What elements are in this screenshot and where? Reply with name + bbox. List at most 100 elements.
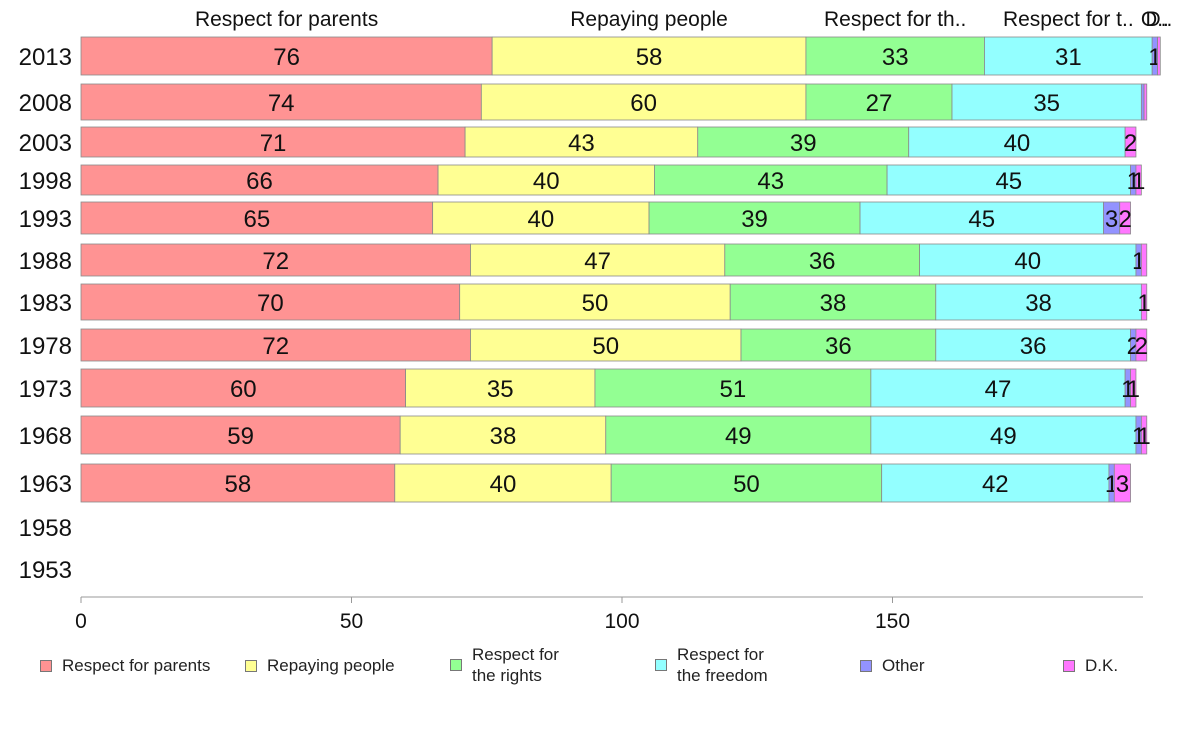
- bar-1988-series-0: [80, 243, 471, 277]
- bar-2008-series-0: [80, 83, 482, 121]
- category-label-1973: 1973: [19, 376, 72, 403]
- data-label-1993-series-5: 2: [1118, 206, 1131, 233]
- data-label-1988-series-2: 36: [809, 248, 836, 275]
- bar-1978-series-5: [1135, 328, 1148, 362]
- data-label-1983-series-2: 38: [820, 290, 847, 317]
- bar-1998-series-5: [1135, 164, 1142, 196]
- bar-1988-series-2: [724, 243, 920, 277]
- bar-2008-series-1: [480, 83, 807, 121]
- x-tick-label-50: 50: [340, 610, 363, 633]
- legend-swatch-5: [1063, 659, 1075, 672]
- data-label-1998-series-2: 43: [757, 168, 784, 195]
- bar-1963-series-5: [1113, 463, 1131, 503]
- data-label-1968-series-3: 49: [990, 423, 1017, 450]
- bar-2003-series-2: [697, 126, 910, 158]
- legend: Respect for parents Repaying people Respec…: [0, 640, 1188, 700]
- data-label-1988-series-3: 40: [1014, 248, 1041, 275]
- legend-item-5: D.K.: [1063, 655, 1118, 676]
- data-label-1968-series-1: 38: [490, 423, 517, 450]
- data-label-2003-series-2: 39: [790, 130, 817, 157]
- bar-2003-series-0: [80, 126, 466, 158]
- legend-label-0: Respect for parents: [62, 656, 211, 675]
- data-label-1998-series-0: 66: [246, 168, 273, 195]
- series-header-1: Repaying people: [570, 8, 728, 31]
- data-label-1993-series-3: 45: [968, 206, 995, 233]
- bar-2008-series-4: [1140, 83, 1145, 121]
- category-label-2013: 2013: [19, 44, 72, 71]
- bar-1983-series-3: [935, 283, 1142, 321]
- category-label-2003: 2003: [19, 130, 72, 157]
- data-label-2008-series-0: 74: [268, 90, 295, 117]
- data-label-2013-series-3: 31: [1055, 44, 1082, 71]
- data-label-1993-series-2: 39: [741, 206, 768, 233]
- category-label-1978: 1978: [19, 333, 72, 360]
- data-label-1968-series-2: 49: [725, 423, 752, 450]
- category-label-1993: 1993: [19, 206, 72, 233]
- legend-swatch-4: [860, 659, 872, 672]
- legend-label-5: D.K.: [1085, 656, 1119, 675]
- bar-1998-series-2: [654, 164, 888, 196]
- series-header-0: Respect for parents: [195, 8, 378, 31]
- bar-1988-series-5: [1140, 243, 1148, 277]
- bar-1983-series-5: [1140, 283, 1148, 321]
- data-label-1978-series-0: 72: [262, 333, 289, 360]
- bar-1973-series-1: [405, 368, 596, 408]
- bar-1973-series-0: [80, 368, 407, 408]
- bar-2003-series-5: [1124, 126, 1137, 158]
- bar-1983-series-2: [729, 283, 937, 321]
- bar-1968-series-3: [870, 415, 1137, 455]
- legend-label-3: Respect for the freedom: [677, 645, 768, 685]
- data-label-1968-series-5: 1: [1137, 423, 1150, 450]
- bar-1968-series-5: [1140, 415, 1148, 455]
- bar-1978-series-3: [935, 328, 1131, 362]
- bar-1973-series-3: [870, 368, 1126, 408]
- data-label-1998-series-3: 45: [995, 168, 1022, 195]
- bar-2008-series-2: [805, 83, 953, 121]
- data-label-1968-series-0: 59: [227, 423, 254, 450]
- legend-item-1: Repaying people: [245, 655, 395, 676]
- data-label-2013-series-0: 76: [273, 44, 300, 71]
- legend-swatch-0: [40, 659, 52, 672]
- series-header-5: D..: [1146, 8, 1173, 31]
- bar-1963-series-2: [610, 463, 883, 503]
- bar-1963-series-3: [881, 463, 1110, 503]
- category-label-1988: 1988: [19, 248, 72, 275]
- bar-1993-series-0: [80, 201, 434, 235]
- bar-1993-series-3: [859, 201, 1104, 235]
- data-label-1963-series-2: 50: [733, 471, 760, 498]
- data-label-1978-series-2: 36: [825, 333, 852, 360]
- data-label-1973-series-0: 60: [230, 376, 257, 403]
- legend-swatch-1: [245, 659, 257, 672]
- data-label-1978-series-1: 50: [592, 333, 619, 360]
- category-label-1963: 1963: [19, 471, 72, 498]
- category-label-1968: 1968: [19, 423, 72, 450]
- legend-item-4: Other: [860, 655, 925, 676]
- bar-1973-series-2: [594, 368, 872, 408]
- data-label-1993-series-4: 3: [1105, 206, 1118, 233]
- data-label-1983-series-1: 50: [582, 290, 609, 317]
- data-label-2003-series-5: 2: [1124, 130, 1137, 157]
- legend-item-0: Respect for parents: [40, 655, 210, 676]
- data-label-2008-series-3: 35: [1033, 90, 1060, 117]
- category-label-1998: 1998: [19, 168, 72, 195]
- series-header-4: O..: [1141, 8, 1169, 31]
- bar-1963-series-1: [394, 463, 612, 503]
- data-label-1973-series-5: 1: [1127, 376, 1140, 403]
- data-label-1983-series-0: 70: [257, 290, 284, 317]
- category-label-1983: 1983: [19, 290, 72, 317]
- data-label-2003-series-0: 71: [260, 130, 287, 157]
- bar-1978-series-1: [470, 328, 742, 362]
- bar-1973-series-5: [1130, 368, 1137, 408]
- bar-2008-series-5: [1143, 83, 1148, 121]
- legend-swatch-3: [655, 659, 667, 671]
- data-label-2008-series-2: 27: [866, 90, 893, 117]
- data-label-1973-series-3: 47: [985, 376, 1012, 403]
- bar-1978-series-2: [740, 328, 937, 362]
- x-tick-label-0: 0: [75, 610, 87, 633]
- legend-item-3: Respect for the freedom: [655, 644, 768, 686]
- series-header-3: Respect for t..: [1003, 8, 1134, 31]
- data-label-1973-series-1: 35: [487, 376, 514, 403]
- bar-2013-series-5: [1157, 36, 1161, 76]
- x-tick-label-150: 150: [875, 610, 910, 633]
- data-label-1963-series-5: 3: [1116, 471, 1129, 498]
